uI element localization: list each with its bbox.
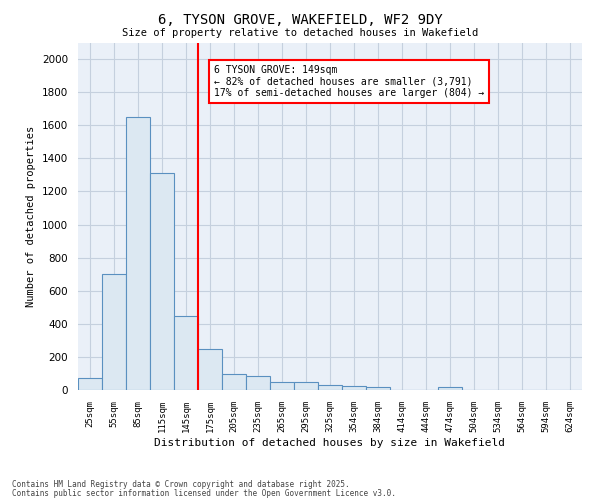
Bar (150, 173, 174, 390)
Bar (102, 274, 126, 390)
Text: 6, TYSON GROVE, WAKEFIELD, WF2 9DY: 6, TYSON GROVE, WAKEFIELD, WF2 9DY (158, 12, 442, 26)
Text: Size of property relative to detached houses in Wakefield: Size of property relative to detached ho… (122, 28, 478, 38)
Bar (438, 386, 462, 390)
Bar (198, 348, 222, 390)
Bar (126, 117, 150, 390)
Bar (246, 376, 270, 390)
Bar (78, 378, 102, 390)
Bar (318, 385, 342, 390)
Bar (270, 382, 294, 390)
Text: Contains HM Land Registry data © Crown copyright and database right 2025.: Contains HM Land Registry data © Crown c… (12, 480, 350, 489)
Bar (294, 382, 318, 390)
Bar (342, 386, 366, 390)
Bar (222, 374, 246, 390)
Text: Contains public sector information licensed under the Open Government Licence v3: Contains public sector information licen… (12, 488, 396, 498)
Text: 6 TYSON GROVE: 149sqm
← 82% of detached houses are smaller (3,791)
17% of semi-d: 6 TYSON GROVE: 149sqm ← 82% of detached … (214, 65, 484, 98)
Y-axis label: Number of detached properties: Number of detached properties (26, 126, 37, 307)
X-axis label: Distribution of detached houses by size in Wakefield: Distribution of detached houses by size … (155, 438, 505, 448)
Bar (174, 316, 198, 390)
Bar (366, 386, 390, 390)
